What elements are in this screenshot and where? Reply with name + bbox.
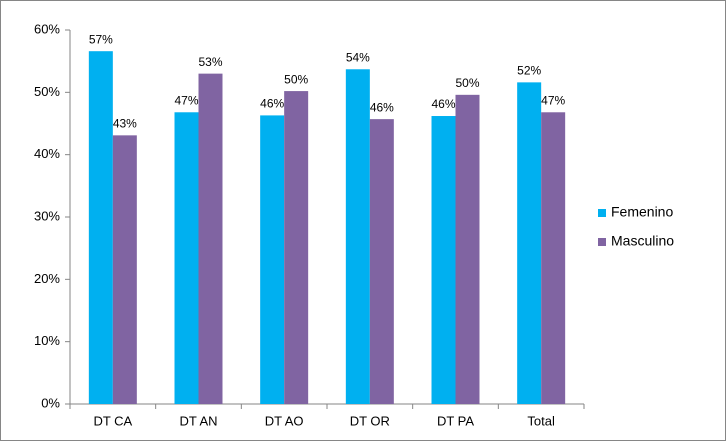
bar — [455, 94, 480, 405]
y-tick-label: 30% — [34, 208, 60, 223]
bar — [88, 51, 113, 405]
value-label: 47% — [541, 93, 565, 107]
legend-swatch — [598, 238, 606, 246]
legend-label: Masculino — [611, 233, 674, 249]
bar — [198, 73, 223, 404]
value-label: 50% — [455, 76, 479, 90]
x-tick-label: DT AN — [179, 413, 217, 428]
value-label: 46% — [260, 97, 284, 111]
y-tick-label: 40% — [34, 146, 60, 161]
y-tick-label: 60% — [34, 21, 60, 36]
x-tick-label: DT OR — [350, 413, 390, 428]
legend-swatch — [598, 209, 606, 217]
y-tick-label: 20% — [34, 271, 60, 286]
value-label: 43% — [113, 117, 137, 131]
bar — [541, 112, 566, 404]
x-tick-label: DT CA — [93, 413, 132, 428]
bar — [369, 119, 394, 405]
bar — [345, 69, 370, 405]
bar — [260, 115, 285, 404]
x-tick-label: DT AO — [265, 413, 304, 428]
x-tick-label: DT PA — [437, 413, 474, 428]
y-tick-label: 10% — [34, 333, 60, 348]
bar — [284, 91, 309, 404]
legend-label: Femenino — [611, 204, 673, 220]
value-label: 52% — [517, 64, 541, 78]
value-label: 47% — [174, 93, 198, 107]
bar — [174, 112, 199, 404]
value-label: 50% — [284, 72, 308, 86]
x-tick-label: Total — [527, 413, 555, 428]
bar — [517, 82, 542, 405]
value-label: 57% — [89, 32, 113, 46]
bar — [431, 116, 456, 405]
y-tick-label: 50% — [34, 84, 60, 99]
value-label: 54% — [346, 50, 370, 64]
bar — [112, 135, 137, 405]
value-label: 46% — [370, 100, 394, 114]
value-label: 53% — [198, 55, 222, 69]
y-tick-label: 0% — [41, 395, 60, 410]
value-label: 46% — [431, 97, 455, 111]
